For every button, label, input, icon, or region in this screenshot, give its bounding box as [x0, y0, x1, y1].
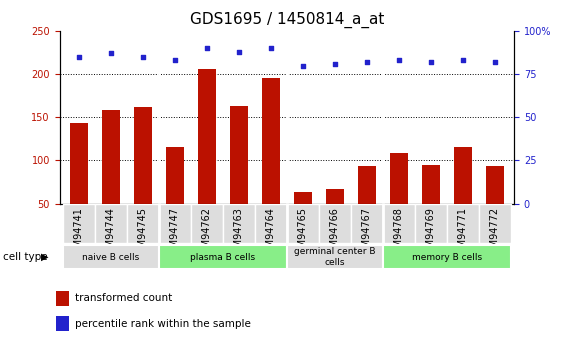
Bar — [390, 152, 408, 204]
Point — [234, 49, 243, 55]
Point — [490, 59, 499, 65]
Text: GSM94771: GSM94771 — [458, 207, 468, 260]
Bar — [102, 110, 120, 204]
Text: GSM94769: GSM94769 — [426, 207, 436, 259]
Bar — [383, 204, 415, 243]
Bar — [383, 245, 511, 269]
Bar — [230, 106, 248, 204]
Text: GSM94768: GSM94768 — [394, 207, 404, 259]
Text: memory B cells: memory B cells — [412, 253, 482, 262]
Bar — [255, 204, 287, 243]
Bar — [159, 204, 191, 243]
Text: GSM94772: GSM94772 — [490, 207, 500, 260]
Bar — [479, 204, 511, 243]
Point — [331, 61, 340, 67]
Bar — [63, 245, 159, 269]
Bar — [223, 204, 255, 243]
Bar — [294, 193, 312, 204]
Text: GSM94767: GSM94767 — [362, 207, 372, 260]
Text: percentile rank within the sample: percentile rank within the sample — [75, 319, 251, 329]
Text: ▶: ▶ — [41, 252, 48, 262]
Bar — [447, 204, 479, 243]
Point — [298, 63, 307, 68]
Text: GSM94764: GSM94764 — [266, 207, 276, 259]
Text: GSM94747: GSM94747 — [170, 207, 180, 260]
Bar — [166, 148, 183, 204]
Text: naive B cells: naive B cells — [82, 253, 140, 262]
Bar — [326, 189, 344, 204]
Text: transformed count: transformed count — [75, 293, 172, 303]
Bar — [56, 316, 69, 332]
Point — [202, 46, 211, 51]
Bar — [319, 204, 351, 243]
Point — [458, 58, 467, 63]
Bar — [358, 166, 375, 204]
Point — [106, 51, 115, 56]
Bar — [159, 245, 287, 269]
Text: germinal center B
cells: germinal center B cells — [294, 247, 375, 267]
Bar — [56, 290, 69, 306]
Point — [427, 59, 436, 65]
Bar — [191, 204, 223, 243]
Text: GSM94763: GSM94763 — [234, 207, 244, 259]
Point — [394, 58, 403, 63]
Text: plasma B cells: plasma B cells — [190, 253, 256, 262]
Text: GSM94741: GSM94741 — [74, 207, 84, 259]
Point — [74, 54, 83, 60]
Title: GDS1695 / 1450814_a_at: GDS1695 / 1450814_a_at — [190, 12, 384, 28]
Bar — [454, 147, 471, 204]
Bar — [351, 204, 383, 243]
Bar — [262, 78, 279, 204]
Point — [362, 59, 371, 65]
Point — [266, 46, 275, 51]
Bar — [287, 204, 319, 243]
Bar — [70, 124, 87, 204]
Bar — [486, 167, 504, 204]
Point — [138, 54, 147, 60]
Bar — [127, 204, 159, 243]
Text: cell type: cell type — [3, 252, 48, 262]
Bar — [134, 107, 152, 204]
Text: GSM94745: GSM94745 — [138, 207, 148, 260]
Bar — [63, 204, 95, 243]
Bar — [422, 165, 440, 204]
Bar — [415, 204, 447, 243]
Text: GSM94766: GSM94766 — [330, 207, 340, 259]
Bar — [198, 69, 216, 204]
Text: GSM94762: GSM94762 — [202, 207, 212, 260]
Text: GSM94744: GSM94744 — [106, 207, 116, 259]
Point — [170, 58, 179, 63]
Bar — [95, 204, 127, 243]
Text: GSM94765: GSM94765 — [298, 207, 308, 260]
Bar — [287, 245, 383, 269]
